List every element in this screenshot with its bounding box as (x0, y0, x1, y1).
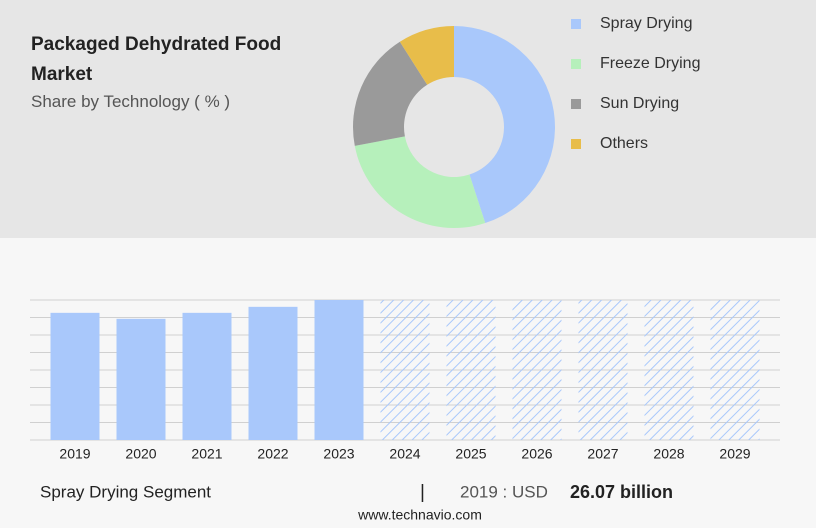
x-tick-label: 2020 (125, 446, 156, 462)
forecast-placeholder (578, 300, 628, 440)
footer-value: 26.07 billion (570, 482, 673, 502)
legend-swatch (571, 19, 581, 29)
forecast-placeholder (380, 300, 430, 440)
x-tick-label: 2026 (521, 446, 552, 462)
donut-slice (454, 26, 555, 224)
bar (116, 318, 166, 440)
x-tick-label: 2024 (389, 446, 420, 462)
chart-title: Packaged Dehydrated Food Market (31, 34, 282, 85)
forecast-placeholder (512, 300, 562, 440)
x-tick-label: 2027 (587, 446, 618, 462)
chart-subtitle: Share by Technology ( % ) (31, 92, 231, 111)
x-tick-label: 2028 (653, 446, 684, 462)
donut-slice (399, 26, 454, 85)
legend-label: Others (600, 135, 648, 152)
forecast-placeholder (446, 300, 496, 440)
footer-separator: | (420, 482, 425, 503)
legend-swatch (571, 99, 581, 109)
legend-swatch (571, 59, 581, 69)
bar (182, 312, 232, 440)
footer-year: 2019 : USD (460, 482, 548, 501)
legend-swatch (571, 139, 581, 149)
bar (314, 300, 364, 440)
bar (248, 306, 298, 440)
forecast-placeholder (710, 300, 760, 440)
legend-label: Freeze Drying (600, 55, 700, 72)
forecast-placeholder (644, 300, 694, 440)
x-tick-label: 2021 (191, 446, 222, 462)
x-tick-label: 2029 (719, 446, 750, 462)
footer-source: www.technavio.com (357, 507, 482, 523)
donut-slice (353, 41, 428, 146)
legend-label: Spray Drying (600, 15, 692, 32)
bar (50, 312, 100, 440)
x-tick-label: 2022 (257, 446, 288, 462)
x-tick-label: 2023 (323, 446, 354, 462)
x-tick-label: 2019 (59, 446, 90, 462)
donut-slice (354, 136, 486, 228)
footer-segment: Spray Drying Segment (40, 482, 211, 501)
legend-label: Sun Drying (600, 95, 679, 112)
x-tick-label: 2025 (455, 446, 486, 462)
